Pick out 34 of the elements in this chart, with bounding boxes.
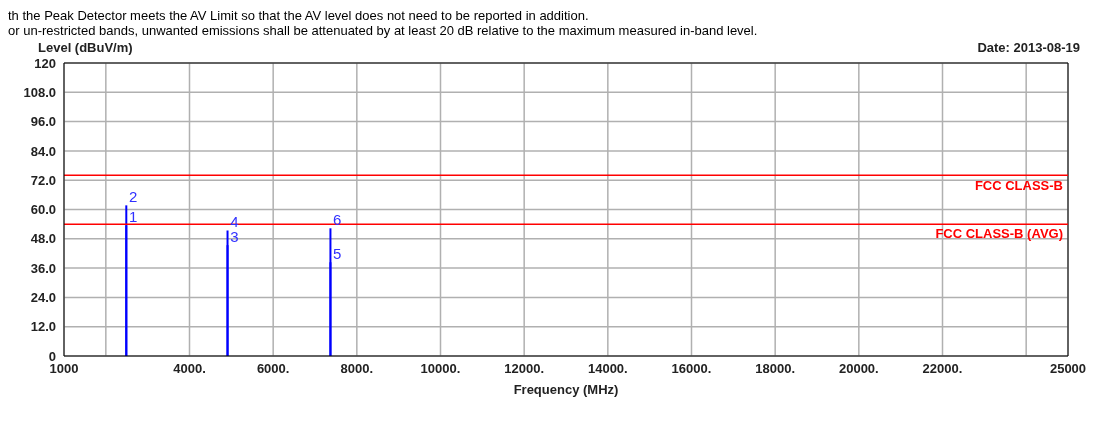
ref-line-label: FCC CLASS-B [974, 177, 1063, 193]
x-tick-label: 22000. [922, 361, 963, 377]
y-tick-label: 60.0 [30, 202, 56, 218]
y-tick-label: 84.0 [30, 143, 56, 159]
x-axis-title: Frequency (MHz) [513, 382, 619, 397]
y-tick-label: 0 [48, 348, 56, 364]
x-tick-label: 1000 [49, 361, 79, 377]
x-tick-label: 6000. [256, 361, 290, 377]
x-tick-label: 16000. [671, 361, 712, 377]
y-tick-label: 96.0 [30, 114, 56, 130]
annotation: 5 [333, 245, 342, 263]
y-tick-label: 48.0 [30, 231, 56, 247]
y-tick-label: 120 [34, 55, 56, 71]
y-tick-label: 72.0 [30, 172, 56, 188]
annotation: 2 [128, 188, 138, 206]
x-tick-label: 4000. [173, 361, 206, 377]
y-axis-title: Level (dBuV/m) [38, 40, 133, 55]
x-tick-label: 10000. [420, 361, 461, 377]
ref-line-label: FCC CLASS-B (AVG) [935, 226, 1063, 242]
text: or un-restricted bands, unwanted emissions shall be attenuated by at least 20 dB relative to the maximum measured in-band level. [8, 23, 759, 38]
y-tick-label: 108.0 [23, 84, 56, 100]
x-tick-label: 25000 [1049, 361, 1087, 377]
x-tick-label: 20000. [838, 361, 879, 377]
y-tick-label: 12.0 [30, 319, 56, 335]
x-tick-label: 8000. [340, 361, 374, 377]
y-tick-label: 24.0 [30, 290, 56, 306]
x-tick-label: 14000. [587, 361, 628, 377]
annotation: 3 [230, 228, 239, 246]
y-tick-label: 36.0 [30, 260, 56, 276]
annotation: 1 [128, 208, 138, 226]
x-tick-label: 18000. [755, 361, 796, 377]
text: th the Peak Detector meets the AV Limit so that the AV level does not need to be reported in addition. [8, 8, 590, 23]
x-tick-label: 12000. [504, 361, 545, 377]
text: Date: 2013-08-19 [977, 40, 1080, 55]
